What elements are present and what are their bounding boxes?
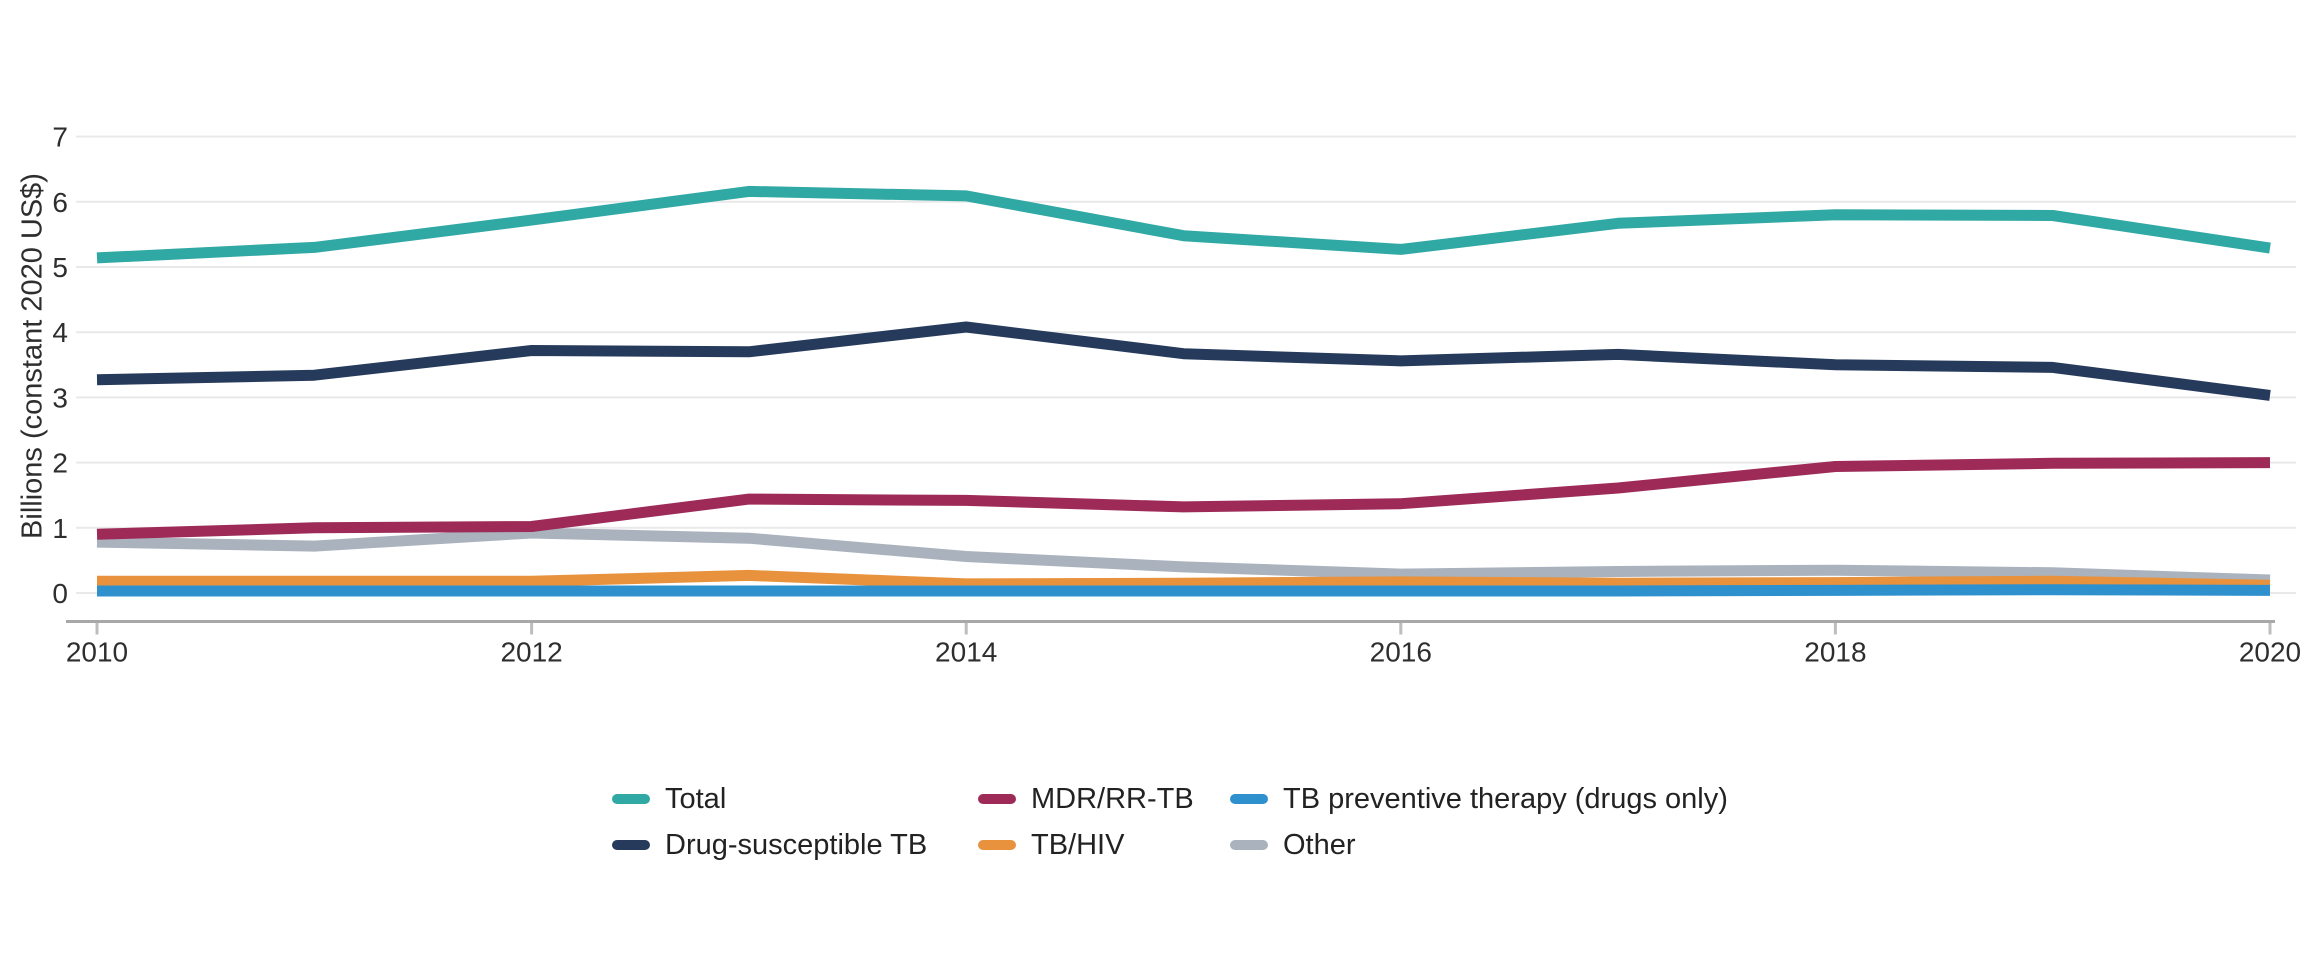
data-series [96,185,2271,597]
mdr-rr-tb-series-swatch [978,794,1016,804]
total-series-swatch [612,794,650,804]
y-axis-title: Billions (constant 2020 US$) [16,173,49,539]
legend-label: Other [1283,828,1356,861]
series-line-mdr-rr-tb [96,457,2271,540]
x-tick-label: 2016 [1370,637,1432,668]
series-line-total [96,185,2271,264]
legend-item-tb-preventive-therapy: TB preventive therapy (drugs only) [1230,783,1728,816]
legend-item-tb-hiv: TB/HIV [978,829,1230,862]
x-tick-label: 2018 [1804,637,1866,668]
series-line-other [96,527,2271,586]
tb-preventive-therapy-series-swatch [1230,794,1268,804]
legend-item-total: Total [612,783,978,816]
x-tick-label: 2020 [2239,637,2301,668]
x-tick-label: 2010 [66,637,128,668]
x-tick-label: 2014 [935,637,997,668]
legend-item-drug-susceptible-tb: Drug-susceptible TB [612,829,978,862]
x-axis [66,620,2275,635]
series-line-tb-hiv [97,569,2271,591]
y-tick-label: 3 [52,382,68,413]
y-tick-label: 6 [52,187,68,218]
y-tick-label: 4 [52,317,68,348]
y-tick-label: 5 [52,252,68,283]
y-tick-label: 2 [52,448,68,479]
legend-item-mdr-rr-tb: MDR/RR-TB [978,783,1230,816]
legend-label: TB/HIV [1031,828,1125,861]
y-axis-tick-labels: 0 1 2 3 4 5 6 7 [52,122,68,609]
x-axis-tick-labels: 2010 2012 2014 2016 2018 2020 [66,637,2301,668]
drug-susceptible-tb-series-swatch [612,840,650,850]
legend-label: TB preventive therapy (drugs only) [1283,782,1728,815]
series-line-drug-susceptible-tb [96,321,2271,401]
series-line-tb-preventive-therapy-drugs-only [97,584,2271,597]
legend-label: Total [665,782,727,815]
other-series-swatch [1230,840,1268,850]
y-tick-label: 1 [52,513,68,544]
y-tick-label: 0 [52,578,68,609]
y-tick-label: 7 [52,122,68,153]
legend-item-other: Other [1230,829,1728,862]
x-tick-label: 2012 [500,637,562,668]
legend-label: MDR/RR-TB [1031,782,1194,815]
legend: Total MDR/RR-TB TB preventive therapy (d… [612,776,1728,868]
tb-hiv-series-swatch [978,840,1016,850]
legend-label: Drug-susceptible TB [665,828,928,861]
